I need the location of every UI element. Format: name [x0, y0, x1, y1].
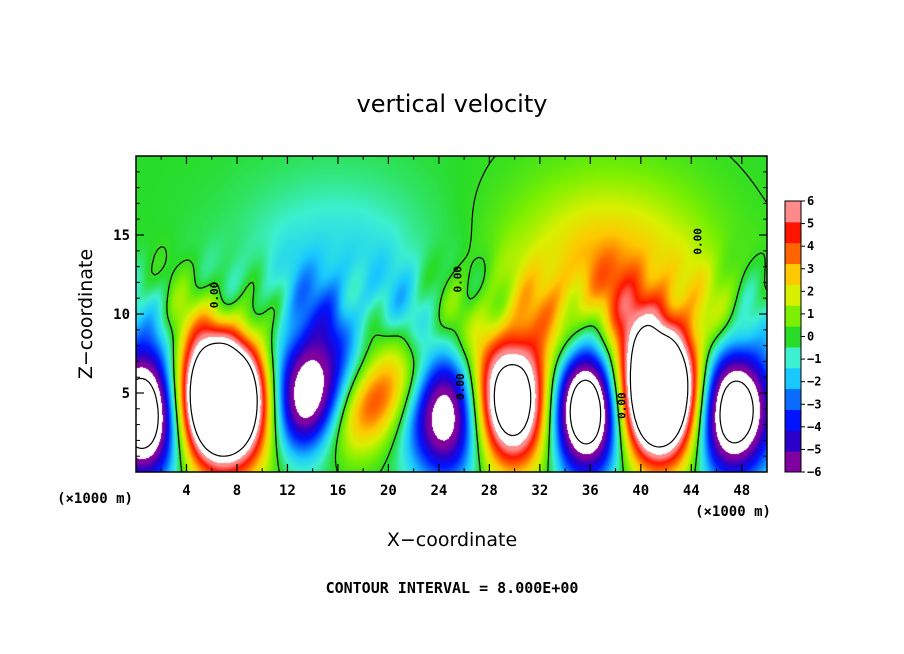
colorbar-tick-label: 0	[807, 330, 814, 344]
contour-value-label: 0.00	[452, 266, 465, 293]
contour-value-label: 0.00	[208, 282, 221, 309]
colorbar-swatch	[785, 430, 801, 452]
colorbar-swatch	[785, 242, 801, 265]
contour-lines	[136, 156, 767, 472]
x-tick-label: 36	[582, 483, 599, 499]
x-axis-unit: (×1000 m)	[695, 504, 771, 520]
colorbar-tick-label: −1	[807, 352, 821, 366]
x-tick-label: 44	[683, 483, 700, 499]
y-tick-label: 5	[122, 386, 130, 402]
contour-value-label: 0.00	[454, 373, 467, 400]
colorbar-tick-label: 6	[807, 194, 814, 208]
contour-line	[151, 156, 767, 472]
contour-value-label: 0.00	[691, 228, 704, 255]
x-axis: 4 8 12 16 20 24 28 32 36 40 44 48	[160, 156, 750, 499]
chart-title: vertical velocity	[357, 90, 548, 118]
x-tick-label: 8	[233, 483, 241, 499]
x-tick-label: 20	[380, 483, 397, 499]
colorbar-swatch	[785, 221, 801, 244]
colorbar-tick-label: −6	[807, 465, 821, 479]
contour-line	[189, 324, 689, 457]
x-tick-label: 32	[531, 483, 548, 499]
colorbar-tick-label: 1	[807, 307, 814, 321]
plot-area: 0.00 0.00 0.00 0.00 0.00	[135, 155, 768, 473]
colorbar-tick-label: −5	[807, 442, 821, 456]
contour-negative	[136, 377, 754, 450]
colorbar-tick-label: −3	[807, 397, 821, 411]
colorbar-tick-label: −4	[807, 420, 821, 434]
colorbar-swatch	[785, 263, 801, 285]
colorbar-tick-label: 3	[807, 262, 814, 276]
colorbar-swatch	[785, 346, 801, 369]
colorbar-swatch	[785, 284, 801, 306]
colorbar-swatch	[785, 305, 801, 327]
colorbar-swatch	[785, 409, 801, 431]
y-tick-label: 15	[113, 228, 130, 244]
colorbar-swatch	[785, 326, 801, 348]
colorbar-swatch	[785, 201, 801, 223]
z-axis-unit: (×1000 m)	[57, 491, 133, 507]
x-axis-label: X−coordinate	[387, 529, 517, 551]
x-tick-label: 48	[733, 483, 750, 499]
x-tick-label: 40	[632, 483, 649, 499]
y-axis: 5 10 15	[113, 171, 767, 457]
y-axis-label: Z−coordinate	[75, 249, 97, 379]
colorbar-tick-label: 4	[807, 239, 814, 253]
colorbar-tick-label: −2	[807, 375, 821, 389]
x-tick-label: 12	[279, 483, 296, 499]
x-tick-label: 16	[329, 483, 346, 499]
y-tick-label: 10	[113, 307, 130, 323]
x-tick-label: 24	[430, 483, 447, 499]
colorbar-swatch	[785, 388, 801, 410]
x-tick-label: 28	[481, 483, 498, 499]
colorbar: 6 5 4 3 2 1 0 −1 −2 −3 −4 −5 −6	[784, 194, 821, 479]
contour-value-label: 0.00	[616, 392, 629, 419]
colorbar-tick-label: 2	[807, 284, 814, 298]
colorbar-swatch	[785, 451, 801, 473]
contour-labels: 0.00 0.00 0.00 0.00 0.00	[208, 228, 704, 419]
colorbar-tick-label: 5	[807, 217, 814, 231]
x-tick-label: 4	[182, 483, 190, 499]
heatmap-field	[136, 156, 767, 472]
colorbar-swatch	[785, 367, 801, 390]
contour-interval-note: CONTOUR INTERVAL = 8.000E+00	[326, 579, 579, 597]
